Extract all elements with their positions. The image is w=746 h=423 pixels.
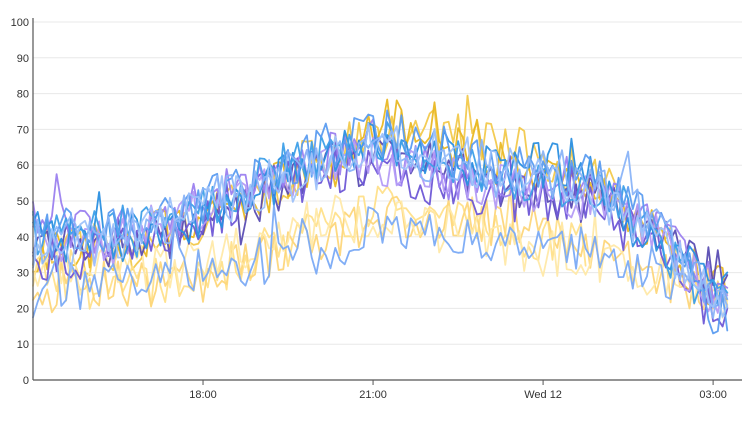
axes: 18:00 21:00 Wed 12 03:00 — [32, 18, 742, 401]
y-tick-label: 90 — [17, 53, 29, 65]
grid: 0 10 20 30 40 50 60 70 80 90 100 — [11, 17, 742, 387]
x-tick-label: 21:00 — [359, 389, 387, 401]
series-line-13 — [32, 204, 729, 319]
y-tick-label: 100 — [11, 17, 29, 29]
y-tick-label: 0 — [23, 375, 29, 387]
y-tick-label: 10 — [17, 339, 29, 351]
series-line-15 — [32, 122, 729, 318]
y-tick-label: 40 — [17, 232, 29, 244]
series-line-10 — [32, 122, 729, 307]
y-tick-label: 70 — [17, 124, 29, 136]
y-tick-label: 30 — [17, 268, 29, 280]
y-tick-label: 20 — [17, 303, 29, 315]
y-tick-label: 80 — [17, 89, 29, 101]
y-tick-label: 60 — [17, 160, 29, 172]
series-group — [32, 94, 729, 335]
x-tick-label: 03:00 — [699, 389, 727, 401]
x-tick-label: 18:00 — [189, 389, 217, 401]
y-tick-label: 50 — [17, 196, 29, 208]
x-tick-label: Wed 12 — [524, 389, 562, 401]
